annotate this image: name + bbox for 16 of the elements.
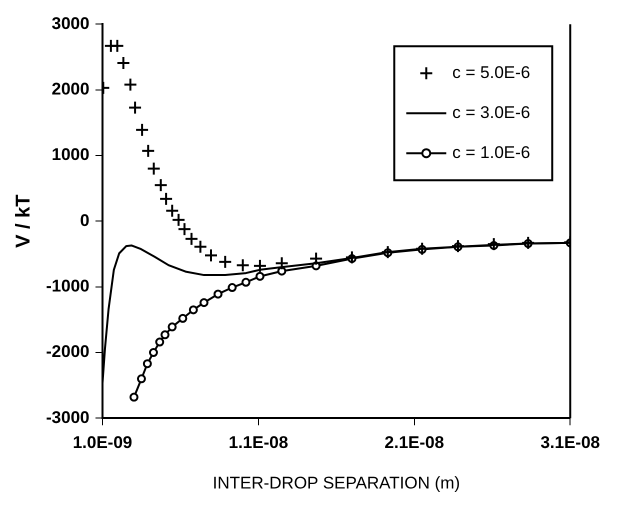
- x-tick-label: 2.1E-08: [384, 433, 444, 452]
- y-tick-label: -2000: [46, 342, 90, 362]
- y-tick-label: 0: [80, 210, 90, 230]
- x-tick-label: 1.1E-08: [228, 433, 288, 452]
- y-tick-label: 2000: [52, 80, 90, 99]
- y-axis-title: V / kT: [12, 194, 35, 248]
- x-tick-label: 3.1E-08: [540, 433, 600, 452]
- y-tick-label: 3000: [52, 14, 90, 33]
- legend-label: c = 3.0E-6: [452, 102, 530, 122]
- x-axis-title: INTER-DROP SEPARATION (m): [212, 473, 460, 492]
- y-tick-label: -1000: [46, 276, 90, 296]
- legend-label: c = 1.0E-6: [452, 142, 530, 162]
- y-tick-label: -3000: [46, 408, 90, 427]
- legend-label: c = 5.0E-6: [452, 62, 530, 82]
- x-tick-label: 1.0E-09: [72, 433, 132, 452]
- y-tick-label: 1000: [52, 145, 90, 164]
